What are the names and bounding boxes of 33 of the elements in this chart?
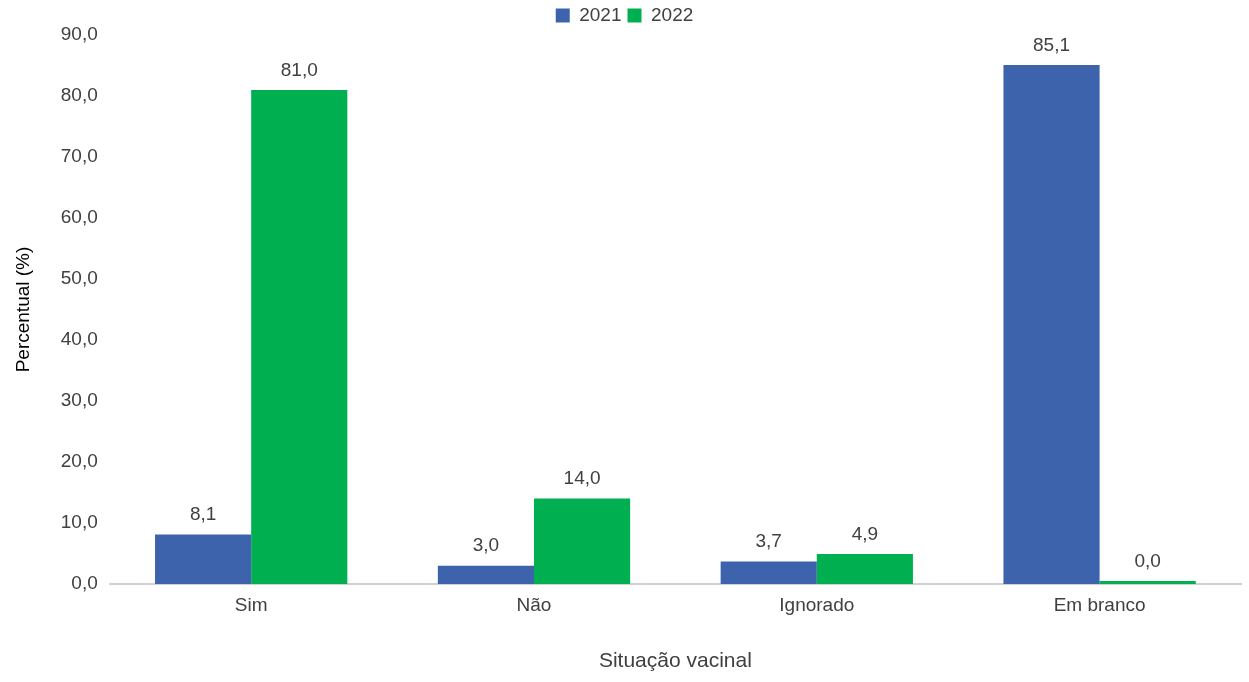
- x-tick-label: Sim: [234, 593, 268, 615]
- bar: [533, 498, 631, 584]
- y-tick-label: 50,0: [60, 267, 98, 289]
- y-tick-label: 20,0: [60, 450, 98, 472]
- x-tick-label: Em branco: [1053, 593, 1146, 615]
- legend-label: 2022: [651, 3, 694, 25]
- y-tick-label: 60,0: [60, 206, 98, 228]
- y-axis-title: Percentual (%): [11, 246, 33, 373]
- data-label: 0,0: [1134, 549, 1161, 571]
- bar: [816, 554, 913, 584]
- data-label: 8,1: [189, 503, 217, 525]
- y-tick-label: 90,0: [60, 23, 98, 45]
- y-tick-label: 0,0: [71, 572, 98, 594]
- data-label: 81,0: [280, 58, 318, 80]
- bar: [720, 561, 817, 584]
- bar: [437, 565, 534, 584]
- y-tick-label: 40,0: [60, 328, 98, 350]
- y-tick-label: 30,0: [60, 389, 98, 411]
- data-label: 4,9: [851, 522, 879, 544]
- data-label: 14,0: [563, 467, 601, 489]
- data-label: 3,0: [472, 534, 500, 556]
- x-tick-label: Não: [516, 593, 552, 615]
- x-axis-title: Situação vacinal: [598, 648, 752, 672]
- y-tick-label: 80,0: [60, 84, 98, 106]
- bar: [251, 89, 348, 584]
- y-tick-label: 10,0: [60, 511, 98, 533]
- legend-label: 2021: [579, 3, 622, 25]
- bar: [155, 534, 252, 584]
- data-label: 85,1: [1033, 33, 1071, 55]
- bar: [1003, 64, 1100, 584]
- y-tick-label: 70,0: [60, 145, 98, 167]
- data-label: 3,7: [755, 530, 782, 552]
- x-tick-label: Ignorado: [779, 593, 855, 615]
